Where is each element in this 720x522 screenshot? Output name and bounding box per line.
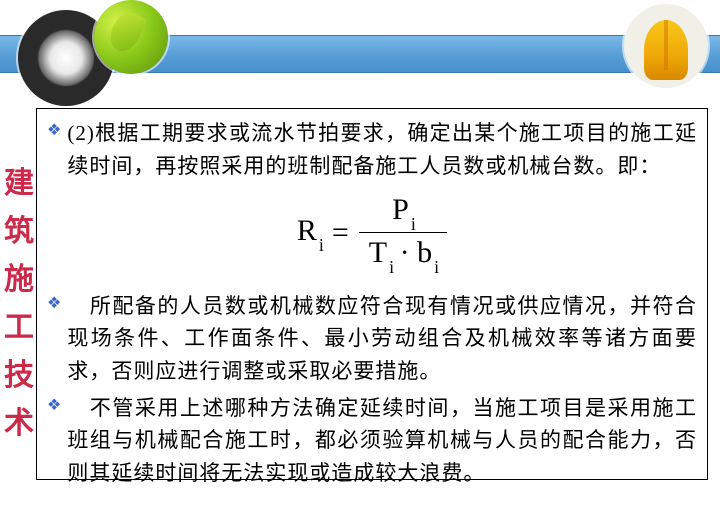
bullet-icon: ❖ [47,117,61,145]
side-char: 技 [2,352,36,400]
numerator: Pi [382,190,424,232]
decor-circle-tulip [624,4,708,88]
var-R: R [297,214,317,247]
formula-lhs: Ri [297,214,322,252]
sub-i: i [434,257,439,277]
paragraph-text: 不管采用上述哪种方法确定延续时间，当施工项目是采用施工班组与机械配合施工时，都必… [67,392,697,490]
equals-sign: = [332,216,349,250]
decor-circle-leaf [94,0,168,74]
bullet-icon: ❖ [47,392,61,420]
var-T: T [369,236,387,269]
side-char: 建 [2,160,36,208]
var-P: P [392,193,409,226]
side-char: 施 [2,256,36,304]
paragraph-text: (2)根据工期要求或流水节拍要求，确定出某个施工项目的施工延续时间，再按照采用的… [67,117,697,182]
cdot: · [400,236,410,269]
paragraph-3: ❖ 不管采用上述哪种方法确定延续时间，当施工项目是采用施工班组与机械配合施工时，… [47,392,697,490]
side-vertical-title: 建 筑 施 工 技 术 [2,160,36,448]
content-box: ❖ (2)根据工期要求或流水节拍要求，确定出某个施工项目的施工延续时间，再按照采… [36,108,708,480]
formula: Ri = Pi Ti · bi [47,190,697,276]
side-char: 术 [2,400,36,448]
paragraph-1: ❖ (2)根据工期要求或流水节拍要求，确定出某个施工项目的施工延续时间，再按照采… [47,117,697,182]
paragraph-text: 所配备的人员数或机械数应符合现有情况或供应情况，并符合现场条件、工作面条件、最小… [67,290,697,388]
sub-i: i [411,214,416,234]
sub-i: i [319,235,324,255]
bullet-icon: ❖ [47,290,61,318]
side-char: 筑 [2,208,36,256]
var-b: b [417,236,432,269]
denominator: Ti · bi [359,233,447,275]
paragraph-2: ❖ 所配备的人员数或机械数应符合现有情况或供应情况，并符合现场条件、工作面条件、… [47,290,697,388]
side-char: 工 [2,304,36,352]
fraction: Pi Ti · bi [359,190,447,276]
sub-i: i [389,257,394,277]
